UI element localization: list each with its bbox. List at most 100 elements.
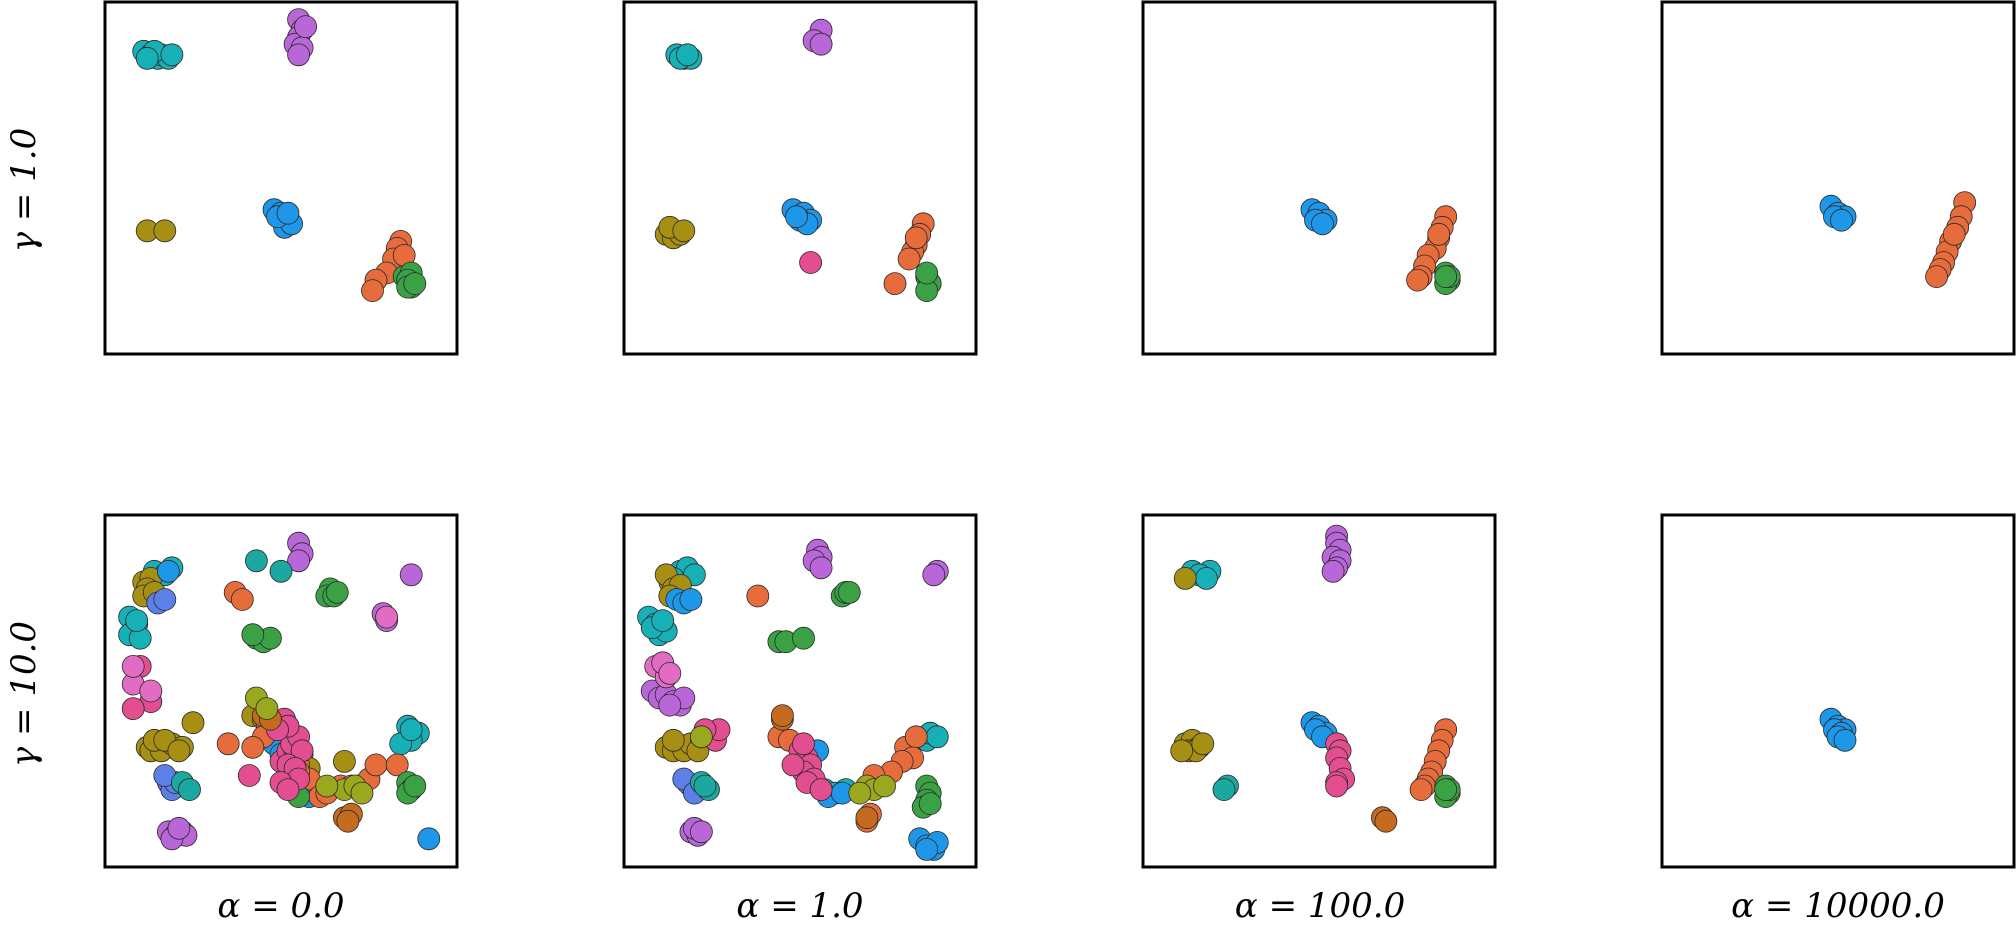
scatter-point [1321, 559, 1345, 583]
scatter-point [690, 725, 713, 749]
scatter-point [1925, 265, 1948, 289]
scatter-point [1374, 809, 1398, 833]
scatter-point [771, 704, 794, 727]
column-label-alpha-10000: α = 10000.0 [1731, 886, 1945, 926]
panel-frame [1660, 513, 2016, 869]
row-label-gamma-10: γ = 10.0 [4, 620, 44, 768]
scatter-point [1833, 728, 1857, 752]
scatter-point [1325, 774, 1348, 798]
scatter-point [809, 556, 833, 580]
scatter-point [883, 272, 907, 296]
scatter-point [855, 806, 879, 830]
scatter-point [848, 781, 872, 805]
scatter-point [230, 588, 254, 611]
scatter-point [1942, 222, 1966, 246]
scatter-panel [103, 513, 459, 869]
scatter-point [255, 697, 279, 720]
scatter-point [658, 662, 682, 685]
scatter-point [294, 15, 318, 39]
scatter-point [153, 588, 177, 611]
scatter-point [1434, 265, 1458, 289]
scatter-panel [1141, 0, 1497, 356]
scatter-point [873, 774, 896, 798]
scatter-point [269, 559, 293, 583]
scatter-point [676, 43, 699, 67]
scatter-point [693, 774, 717, 798]
scatter-point [1195, 567, 1218, 590]
scatter-panel [103, 0, 459, 356]
column-label-alpha-0: α = 0.0 [217, 886, 345, 926]
scatter-point [837, 581, 861, 604]
scatter-point [156, 559, 180, 583]
scatter-point [167, 816, 191, 840]
scatter-point [121, 655, 145, 678]
scatter-point [241, 623, 265, 647]
scatter-point [1830, 208, 1853, 232]
scatter-point [1427, 222, 1451, 246]
scatter-point [181, 711, 205, 735]
scatter-point [672, 219, 696, 243]
scatter-point [785, 205, 808, 229]
scatter-point [276, 201, 300, 225]
scatter-point [139, 679, 163, 703]
scatter-point [125, 609, 149, 632]
column-label-alpha-100: α = 100.0 [1234, 886, 1406, 926]
scatter-point [1170, 739, 1194, 763]
column-label-alpha-1: α = 1.0 [736, 886, 864, 926]
scatter-panel [622, 513, 978, 869]
scatter-point [332, 750, 356, 773]
scatter-point [364, 753, 388, 777]
scatter-point [658, 693, 682, 717]
scatter-point [1191, 732, 1215, 756]
scatter-point [651, 609, 675, 632]
scatter-panel [1141, 513, 1497, 869]
scatter-point [216, 732, 240, 756]
scatter-point [661, 728, 685, 752]
scatter-point [1434, 778, 1458, 801]
scatter-point [915, 261, 939, 285]
scatter-point [904, 725, 928, 749]
scatter-point [904, 226, 928, 250]
scatter-point [350, 781, 374, 805]
panel-frame [1141, 0, 1497, 356]
scatter-point [244, 549, 268, 573]
scatter-point [167, 739, 191, 763]
scatter-point [399, 563, 423, 587]
scatter-point [781, 753, 805, 777]
scatter-point [1212, 778, 1236, 801]
scatter-point [746, 584, 770, 608]
scatter-point [160, 43, 184, 67]
scatter-point [918, 792, 942, 815]
scatter-point [690, 820, 713, 844]
scatter-point [792, 626, 815, 650]
scatter-point [178, 778, 201, 801]
scatter-point [792, 732, 815, 756]
scatter-point [241, 735, 265, 759]
row-label-gamma-1: γ = 1.0 [4, 127, 44, 253]
scatter-point [237, 764, 261, 787]
scatter-point [287, 549, 311, 573]
scatter-point [276, 778, 300, 801]
scatter-point [375, 605, 399, 629]
scatter-point [315, 774, 339, 798]
scatter-point [809, 32, 833, 56]
panel-frame [1660, 0, 2016, 356]
scatter-point [809, 778, 833, 801]
scatter-point [403, 774, 427, 798]
scatter-point [922, 563, 946, 587]
scatter-point [1406, 268, 1429, 292]
scatter-point [361, 279, 384, 303]
scatter-point [925, 725, 949, 749]
scatter-point [1409, 778, 1433, 801]
scatter-point [1173, 567, 1197, 590]
scatter-point [336, 809, 360, 833]
scatter-point [403, 272, 427, 296]
scatter-point [799, 251, 822, 274]
scatter-point [399, 718, 423, 742]
scatter-point [121, 697, 145, 720]
scatter-panel [1660, 0, 2016, 356]
scatter-point [325, 581, 349, 604]
scatter-point [135, 46, 159, 70]
scatter-point [385, 753, 409, 777]
scatter-point [915, 838, 939, 861]
